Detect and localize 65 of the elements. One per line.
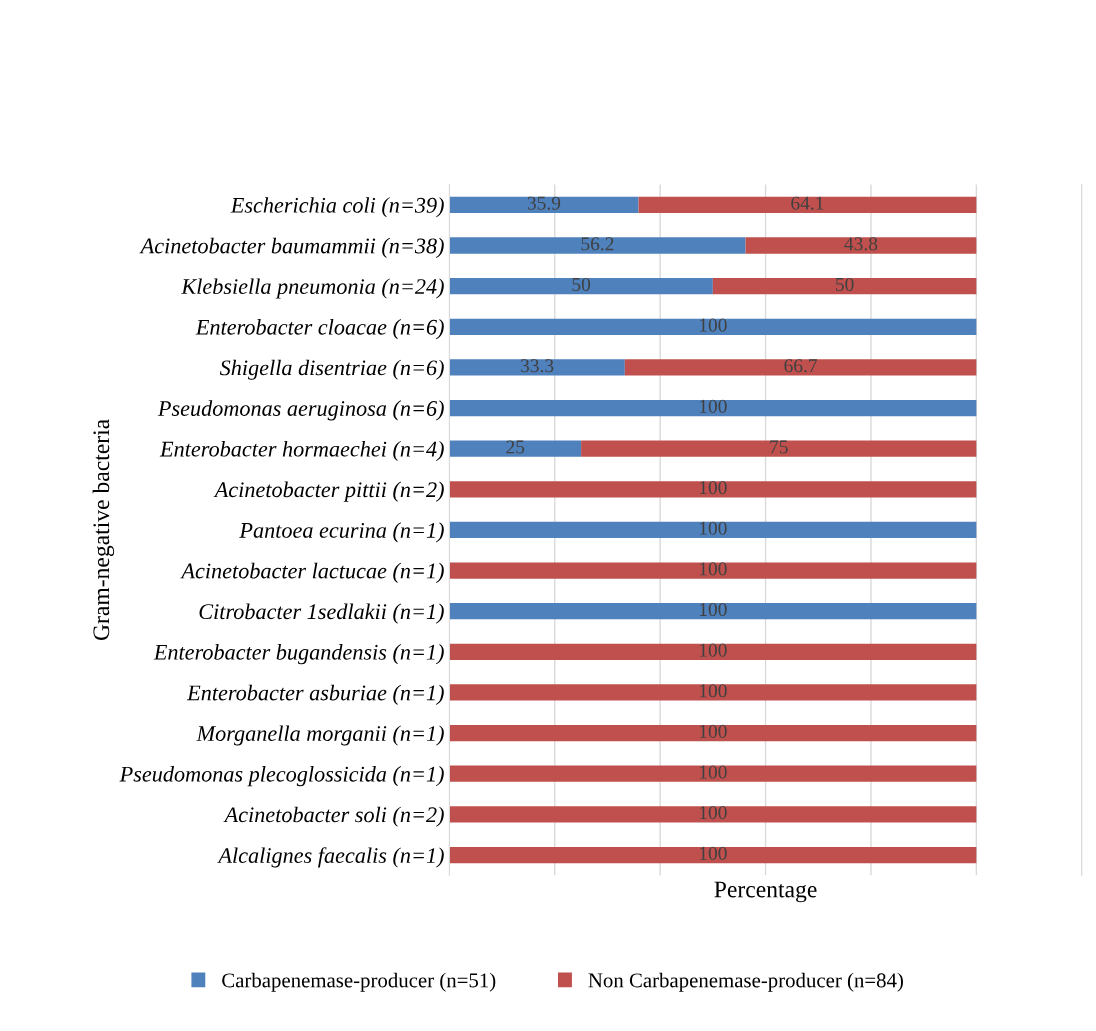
bar bbox=[624, 359, 977, 376]
y-tick-label: Acinetobacter pittii (n=2) bbox=[213, 481, 444, 502]
y-tick-label: Pseudomonas aeruginosa (n=6) bbox=[157, 400, 444, 421]
bar bbox=[449, 278, 713, 295]
data-label: 35.9 bbox=[527, 196, 561, 210]
data-label: 100 bbox=[699, 806, 727, 820]
bar bbox=[449, 237, 746, 254]
bar bbox=[449, 318, 977, 335]
data-label: 33.3 bbox=[521, 359, 554, 373]
legend-label: Carbapenemase-producer (n=51) bbox=[222, 972, 496, 992]
y-tick-label: Shigella disentriae (n=6) bbox=[219, 359, 444, 380]
data-label: 100 bbox=[699, 765, 727, 779]
bar bbox=[449, 724, 977, 742]
y-tick-label: Citrobacter 1sedlakii (n=1) bbox=[199, 603, 444, 624]
y-tick-label: Alcalignes faecalis (n=1) bbox=[217, 847, 444, 868]
bar bbox=[449, 562, 977, 579]
y-tick-label: Enterobacter cloacae (n=6) bbox=[195, 319, 444, 340]
bar bbox=[449, 603, 977, 620]
data-label: 25 bbox=[506, 440, 525, 454]
y-tick-label: Morganella morganii (n=1) bbox=[196, 725, 444, 746]
y-tick-label: Escherichia coli (n=39) bbox=[230, 197, 444, 218]
data-label: 100 bbox=[699, 724, 727, 738]
data-label: 43.8 bbox=[844, 237, 878, 251]
data-label: 100 bbox=[699, 481, 727, 495]
data-label: 100 bbox=[699, 643, 727, 657]
bar bbox=[449, 521, 977, 539]
data-label: 100 bbox=[699, 602, 727, 617]
bar bbox=[581, 440, 977, 457]
data-label: 100 bbox=[699, 684, 727, 698]
data-label: 100 bbox=[699, 318, 727, 332]
legend-label: Non Carbapenemase-producer (n=84) bbox=[588, 972, 903, 992]
data-label: 50 bbox=[836, 277, 854, 291]
bar bbox=[449, 440, 582, 457]
bar bbox=[449, 684, 977, 701]
data-label: 66.7 bbox=[784, 359, 818, 373]
data-label: 64.1 bbox=[791, 196, 824, 210]
bar bbox=[745, 237, 977, 254]
data-label: 100 bbox=[699, 846, 727, 860]
y-tick-label: Acinetobacter lactucae (n=1) bbox=[180, 562, 444, 584]
bar bbox=[449, 765, 977, 782]
y-tick-label: Enterobacter asburiae (n=1) bbox=[186, 684, 444, 705]
y-tick-label: Acinetobacter baumammii (n=38) bbox=[139, 237, 444, 258]
y-axis-title: Gram-negative bacteria bbox=[92, 419, 115, 641]
data-label: 100 bbox=[699, 562, 727, 576]
data-label: 50 bbox=[572, 277, 591, 291]
bar bbox=[449, 846, 977, 864]
data-label: 56.2 bbox=[581, 237, 614, 251]
bar bbox=[449, 806, 977, 823]
bar bbox=[449, 399, 977, 417]
y-tick-label: Enterobacter bugandensis (n=1) bbox=[153, 644, 444, 665]
y-tick-label: Acinetobacter soli (n=2) bbox=[223, 806, 444, 827]
data-label: 100 bbox=[699, 399, 727, 413]
data-label: 100 bbox=[699, 521, 727, 535]
bar bbox=[449, 643, 977, 660]
bar bbox=[449, 196, 639, 213]
y-tick-label: Pantoea ecurina (n=1) bbox=[239, 522, 444, 543]
bar bbox=[449, 359, 625, 376]
bar bbox=[638, 196, 977, 213]
x-axis-title: Percentage bbox=[714, 881, 817, 903]
y-tick-label: Klebsiella pneumonia (n=24) bbox=[181, 278, 444, 299]
bar bbox=[712, 278, 977, 295]
data-label: 75 bbox=[770, 440, 788, 454]
bar bbox=[449, 481, 977, 498]
y-tick-label: Enterobacter hormaechei (n=4) bbox=[159, 440, 444, 462]
y-tick-label: Pseudomonas plecoglossicida (n=1) bbox=[119, 766, 444, 787]
